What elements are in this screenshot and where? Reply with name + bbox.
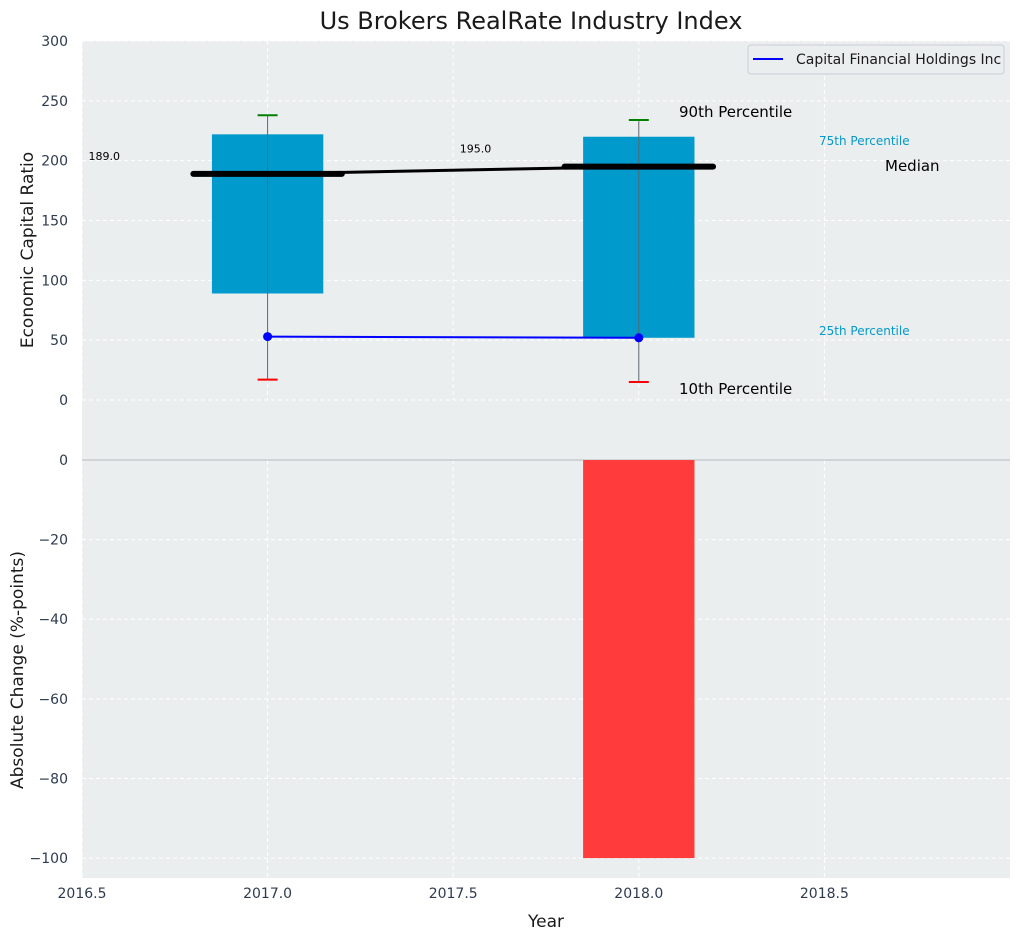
bottom-y-axis-label: Absolute Change (%-points) xyxy=(8,551,28,789)
top-y-tick-label: 100 xyxy=(41,273,68,289)
company-point xyxy=(634,333,644,343)
x-tick-label: 2017.0 xyxy=(243,886,292,902)
company-point xyxy=(263,332,273,342)
change-bars xyxy=(583,460,695,859)
p10-annotation: 10th Percentile xyxy=(679,380,792,398)
x-axis-label: Year xyxy=(527,912,564,932)
bottom-y-tick-label: 0 xyxy=(59,453,68,469)
x-tick-label: 2017.5 xyxy=(429,886,478,902)
p25-annotation: 25th Percentile xyxy=(819,324,910,338)
top-y-tick-label: 300 xyxy=(41,34,68,50)
company-layer xyxy=(263,332,644,343)
bottom-y-tick-label: −100 xyxy=(30,851,68,867)
grid-lines xyxy=(81,40,1010,878)
median-layer: 189.0 195.0 xyxy=(89,143,717,177)
median-value-label: 189.0 xyxy=(89,150,121,163)
x-tick-label: 2018.5 xyxy=(800,886,849,902)
top-y-tick-label: 250 xyxy=(41,94,68,110)
median-value-label: 195.0 xyxy=(460,143,492,156)
p75-annotation: 75th Percentile xyxy=(819,134,910,148)
bottom-y-tick-label: −40 xyxy=(38,612,68,628)
tick-labels: 0 50 100 150 200 250 300 −100 −80 −60 −40 −20 0 2016.… xyxy=(30,34,849,902)
company-line xyxy=(267,335,639,339)
x-tick-label: 2018.0 xyxy=(614,886,663,902)
bottom-y-tick-label: −60 xyxy=(38,692,68,708)
top-y-tick-label: 50 xyxy=(50,333,68,349)
top-y-tick-label: 150 xyxy=(41,214,68,230)
median-annotation: Median xyxy=(885,157,940,175)
legend: Capital Financial Holdings Inc xyxy=(747,44,1005,75)
x-tick-label: 2016.5 xyxy=(58,886,107,902)
legend-box xyxy=(747,44,1005,75)
top-y-axis-label: Economic Capital Ratio xyxy=(18,152,38,348)
top-y-tick-label: 0 xyxy=(59,393,68,409)
bottom-y-tick-label: −20 xyxy=(38,533,68,549)
bottom-plot-area xyxy=(82,460,1010,878)
legend-label: Capital Financial Holdings Inc xyxy=(796,52,1001,68)
top-y-tick-label: 200 xyxy=(41,154,68,170)
chart-title: Us Brokers RealRate Industry Index xyxy=(320,7,743,35)
change-bar xyxy=(583,460,695,859)
p90-annotation: 90th Percentile xyxy=(679,103,792,121)
bottom-y-tick-label: −80 xyxy=(38,771,68,787)
